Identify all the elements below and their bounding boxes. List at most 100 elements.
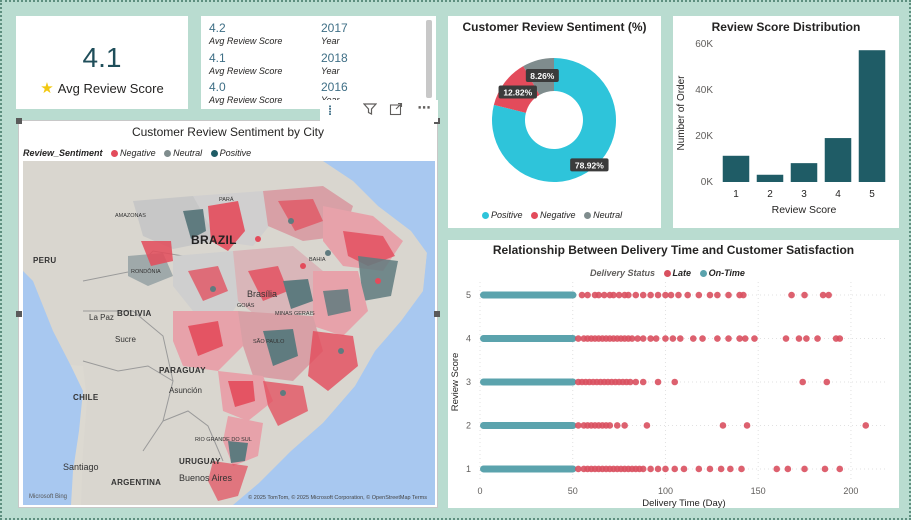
late-point[interactable] — [600, 291, 608, 299]
legend-late[interactable]: Late — [672, 268, 692, 278]
late-point[interactable] — [626, 378, 634, 386]
resize-handle[interactable] — [16, 311, 22, 317]
late-point[interactable] — [714, 291, 721, 299]
late-point[interactable] — [823, 378, 831, 386]
kpi-card[interactable]: 4.1 ★ Avg Review Score — [16, 16, 188, 109]
focus-mode-icon[interactable] — [386, 102, 406, 120]
late-point[interactable] — [652, 335, 660, 342]
bar-3[interactable] — [790, 163, 818, 182]
late-point[interactable] — [725, 291, 732, 299]
more-options-icon[interactable]: ⋯ — [417, 100, 431, 115]
late-point[interactable] — [634, 335, 641, 342]
legend-ontime[interactable]: On-Time — [708, 268, 745, 278]
late-point[interactable] — [628, 335, 636, 342]
map-visual[interactable]: Customer Review Sentiment by City Review… — [16, 118, 440, 508]
late-point[interactable] — [699, 335, 706, 342]
bar-4[interactable] — [824, 138, 852, 182]
late-point[interactable] — [788, 291, 795, 299]
late-point[interactable] — [643, 422, 651, 429]
late-point[interactable] — [706, 465, 714, 473]
late-point[interactable] — [801, 291, 808, 299]
late-point[interactable] — [662, 465, 669, 473]
late-point[interactable] — [647, 465, 654, 473]
late-point[interactable] — [782, 335, 790, 342]
late-point[interactable] — [662, 291, 669, 299]
late-point[interactable] — [717, 465, 725, 473]
late-point[interactable] — [606, 422, 614, 429]
late-point[interactable] — [819, 291, 827, 299]
late-point[interactable] — [684, 291, 692, 299]
late-point[interactable] — [736, 335, 743, 342]
late-point[interactable] — [647, 291, 654, 299]
late-point[interactable] — [773, 465, 781, 473]
late-point[interactable] — [654, 378, 662, 386]
late-point[interactable] — [632, 378, 640, 386]
late-point[interactable] — [647, 335, 654, 342]
late-point[interactable] — [689, 335, 697, 342]
late-point[interactable] — [719, 422, 727, 429]
ontime-points-2[interactable] — [480, 421, 577, 429]
late-point[interactable] — [639, 335, 647, 342]
late-point[interactable] — [669, 335, 677, 342]
late-point[interactable] — [574, 422, 582, 429]
late-point[interactable] — [799, 378, 806, 386]
late-point[interactable] — [625, 291, 632, 299]
legend-neutral[interactable]: Neutral — [593, 210, 623, 220]
donut-chart-visual[interactable]: Customer Review Sentiment (%) 78.92% 12.8… — [448, 16, 661, 228]
late-point[interactable] — [610, 291, 617, 299]
bar-chart-visual[interactable]: Review Score Distribution 0K 20K 40K 60K 1 2 3… — [673, 16, 899, 228]
late-point[interactable] — [578, 291, 586, 299]
late-point[interactable] — [706, 291, 714, 299]
resize-handle[interactable] — [16, 118, 22, 124]
late-point[interactable] — [584, 291, 591, 299]
late-point[interactable] — [814, 335, 821, 342]
late-point[interactable] — [613, 422, 621, 429]
bar-2[interactable] — [756, 174, 784, 182]
ontime-points-4[interactable] — [480, 335, 577, 343]
late-point[interactable] — [743, 422, 751, 429]
late-point[interactable] — [654, 465, 662, 473]
ontime-points-5[interactable] — [480, 291, 577, 299]
legend-positive[interactable]: Positive — [219, 148, 252, 158]
resize-handle[interactable] — [434, 311, 440, 317]
map-canvas[interactable]: BRAZIL PERU BOLIVIA La Paz Sucre PARAGUA… — [23, 161, 435, 505]
legend-positive[interactable]: Positive — [491, 210, 523, 220]
late-point[interactable] — [862, 422, 870, 429]
scrollbar[interactable] — [426, 20, 432, 98]
late-point[interactable] — [740, 291, 747, 299]
late-point[interactable] — [784, 465, 792, 473]
late-point[interactable] — [836, 465, 844, 473]
donut-slice-positive[interactable] — [492, 58, 616, 182]
late-point[interactable] — [801, 465, 808, 473]
late-point[interactable] — [621, 422, 628, 429]
late-point[interactable] — [836, 335, 844, 342]
late-point[interactable] — [639, 465, 647, 473]
legend-neutral[interactable]: Neutral — [173, 148, 203, 158]
late-point[interactable] — [795, 335, 803, 342]
late-point[interactable] — [741, 335, 749, 342]
late-point[interactable] — [695, 291, 703, 299]
late-point[interactable] — [671, 465, 679, 473]
filter-icon[interactable] — [360, 102, 380, 120]
late-point[interactable] — [738, 465, 745, 473]
late-point[interactable] — [725, 335, 732, 342]
late-point[interactable] — [662, 335, 669, 342]
bar-1[interactable] — [722, 155, 750, 182]
late-point[interactable] — [680, 465, 688, 473]
bar-5[interactable] — [858, 50, 886, 183]
late-point[interactable] — [574, 335, 582, 342]
late-point[interactable] — [751, 335, 758, 342]
late-point[interactable] — [821, 465, 829, 473]
ontime-points-1[interactable] — [480, 465, 577, 473]
late-point[interactable] — [825, 291, 832, 299]
late-point[interactable] — [639, 291, 647, 299]
legend-negative[interactable]: Negative — [120, 148, 156, 158]
late-point[interactable] — [671, 378, 679, 386]
late-point[interactable] — [632, 291, 640, 299]
late-point[interactable] — [654, 291, 662, 299]
late-point[interactable] — [727, 465, 734, 473]
multi-row-card[interactable]: 4.2 Avg Review Score 2017 Year 4.1 Avg R… — [201, 16, 436, 109]
late-point[interactable] — [803, 335, 810, 342]
late-point[interactable] — [639, 378, 647, 386]
legend-negative[interactable]: Negative — [540, 210, 576, 220]
